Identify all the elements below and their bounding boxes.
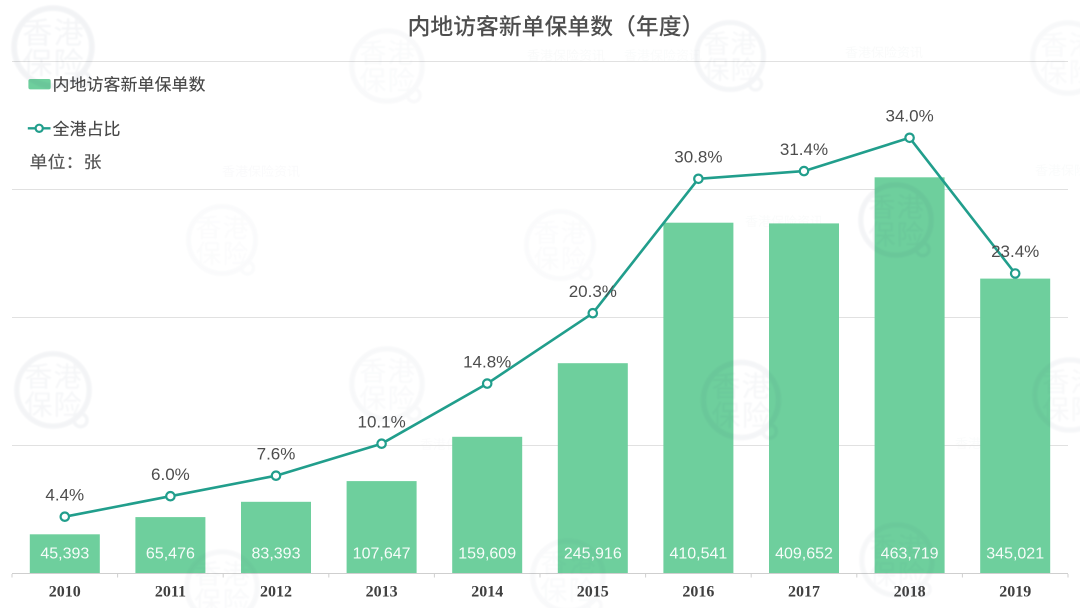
svg-text:245,916: 245,916: [564, 546, 622, 563]
svg-text:410,541: 410,541: [669, 546, 727, 563]
svg-text:20.3%: 20.3%: [569, 282, 617, 301]
svg-text:345,021: 345,021: [986, 546, 1044, 563]
svg-text:463,719: 463,719: [881, 546, 939, 563]
svg-text:2019: 2019: [999, 584, 1031, 601]
svg-text:409,652: 409,652: [775, 546, 833, 563]
svg-text:2013: 2013: [366, 584, 398, 601]
svg-text:2016: 2016: [682, 584, 714, 601]
svg-text:6.0%: 6.0%: [151, 465, 190, 484]
svg-text:45,393: 45,393: [40, 546, 89, 563]
svg-text:2011: 2011: [155, 584, 186, 601]
svg-text:83,393: 83,393: [252, 546, 301, 563]
svg-text:2014: 2014: [471, 584, 503, 601]
svg-text:65,476: 65,476: [146, 546, 195, 563]
svg-text:4.4%: 4.4%: [45, 485, 84, 504]
svg-text:107,647: 107,647: [353, 546, 411, 563]
svg-text:30.8%: 30.8%: [674, 148, 722, 167]
svg-text:34.0%: 34.0%: [885, 107, 933, 126]
svg-text:23.4%: 23.4%: [991, 242, 1039, 261]
svg-text:31.4%: 31.4%: [780, 140, 828, 159]
svg-text:7.6%: 7.6%: [257, 444, 296, 463]
svg-text:10.1%: 10.1%: [357, 412, 405, 431]
svg-text:2017: 2017: [788, 584, 820, 601]
svg-text:159,609: 159,609: [458, 546, 516, 563]
svg-text:2012: 2012: [260, 584, 292, 601]
svg-text:14.8%: 14.8%: [463, 352, 511, 371]
svg-text:2015: 2015: [577, 584, 609, 601]
svg-text:2010: 2010: [49, 584, 81, 601]
svg-text:2018: 2018: [894, 584, 926, 601]
